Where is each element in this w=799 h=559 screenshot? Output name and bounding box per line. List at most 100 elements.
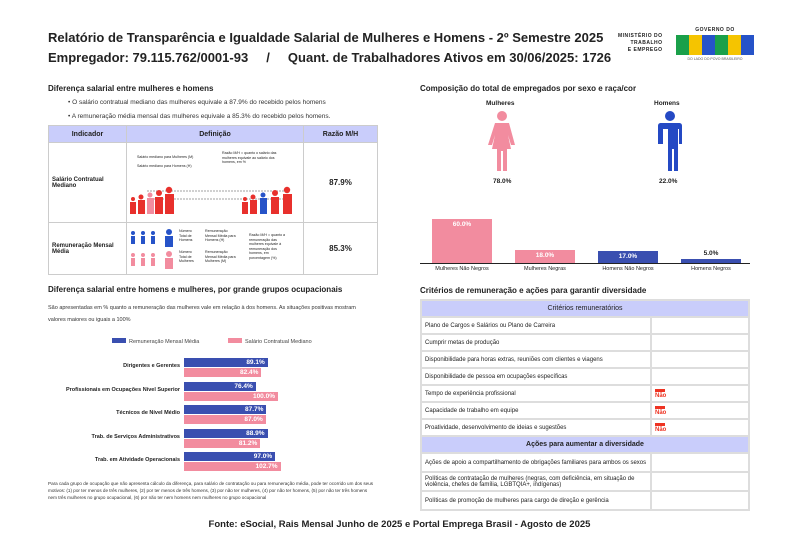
- section-title-diff: Diferença salarial entre mulheres e home…: [48, 84, 214, 93]
- legend-swatch: [228, 338, 242, 343]
- action-row: Ações de apoio a compartilhamento de obr…: [420, 452, 750, 473]
- actions-header: Ações para aumentar a diversidade: [420, 435, 750, 454]
- legend-label: Remuneração Mensal Média: [129, 339, 200, 345]
- criteria-label: Disponibilidade para horas extras, reuni…: [420, 350, 652, 369]
- bar-value-label: 60.0%: [452, 221, 472, 228]
- def-text: Salário mediano para Homens (H): [137, 164, 192, 168]
- occupation-label: Técnicos de Nível Médio: [116, 410, 180, 416]
- logo-gov-text: GOVERNO DO: [695, 27, 735, 33]
- criteria-header: Critérios remuneratórios: [420, 299, 750, 318]
- criteria-value: [650, 350, 750, 369]
- report-title: Relatório de Transparência e Igualdade S…: [48, 30, 604, 45]
- salary-bar: 82.4%: [184, 368, 262, 377]
- criteria-row: Cumprir metas de produção: [420, 333, 750, 352]
- criteria-value: Não: [650, 384, 750, 403]
- category-label: Homens Negros: [691, 266, 731, 272]
- table-row: Remuneração Mensal Média Número Total de…: [48, 222, 378, 275]
- criteria-value: [650, 367, 750, 386]
- def-text: Razão M/H = quanto o salário das mulhere…: [222, 151, 277, 164]
- criteria-value: [650, 316, 750, 335]
- criteria-label: Plano de Cargos e Salários ou Plano de C…: [420, 316, 652, 335]
- logo-line: TRABALHO: [630, 40, 663, 46]
- definition-illustration: Salário mediano para Mulheres (M) Salári…: [126, 142, 304, 223]
- action-label: Políticas de promoção de mulheres para c…: [420, 490, 652, 511]
- people-icons: [131, 229, 173, 269]
- section-title-occupations: Diferença salarial entre homens e mulher…: [48, 285, 343, 294]
- criteria-row: Plano de Cargos e Salários ou Plano de C…: [420, 316, 750, 335]
- men-pct: 22.0%: [659, 178, 678, 185]
- criteria-value: Não: [650, 401, 750, 420]
- people-icons: [130, 186, 292, 214]
- category-label: Mulheres Não Negros: [435, 266, 489, 272]
- remuneration-bar: 88.9%: [184, 428, 268, 438]
- bar-value-label: 5.0%: [703, 250, 719, 258]
- action-row: Políticas de promoção de mulheres para c…: [420, 490, 750, 511]
- remuneration-bar: 76.4%: [184, 381, 256, 391]
- criteria-value: [650, 333, 750, 352]
- salary-bar: 100.0%: [184, 391, 278, 401]
- salary-bar: 81.2%: [184, 438, 261, 448]
- criteria-row: Capacidade de trabalho em equipe Não: [420, 401, 750, 420]
- action-label: Ações de apoio a compartilhamento de obr…: [420, 452, 652, 473]
- no-icon: Não: [655, 405, 666, 416]
- man-icon: [658, 111, 682, 171]
- def-text: Salário mediano para Mulheres (M): [137, 155, 194, 159]
- action-row: Políticas de contratação de mulheres (ne…: [420, 471, 750, 492]
- action-value: [650, 452, 750, 473]
- def-text: Remuneração Mensal Média para Homens (H): [205, 229, 236, 242]
- ratio-value: 85.3%: [303, 222, 378, 275]
- women-pct: 78.0%: [493, 178, 512, 185]
- col-header: Indicador: [48, 125, 127, 143]
- indicator-name: Salário Contratual Mediano: [48, 142, 127, 223]
- women-label: Mulheres: [486, 100, 515, 107]
- action-value: [650, 471, 750, 492]
- brasil-logo-blocks: [676, 35, 754, 55]
- remuneration-bar: 87.7%: [184, 405, 267, 414]
- legend-label: Salário Contratual Mediano: [245, 339, 312, 345]
- logo-slogan: DO LADO DO POVO BRASILEIRO: [687, 57, 743, 61]
- no-icon: Não: [655, 422, 666, 433]
- criteria-label: Cumprir metas de produção: [420, 333, 652, 352]
- composition-bar: [432, 219, 492, 263]
- x-axis: [420, 263, 750, 264]
- criteria-row: Disponibilidade de pessoa em ocupações e…: [420, 367, 750, 386]
- table-row: Salário Contratual Mediano Salário media…: [48, 142, 378, 223]
- composition-bar: [681, 259, 741, 263]
- occupations-chart: Dirigentes e Gerentes 89.1% 82.4% Profissio…: [40, 358, 380, 478]
- criteria-value: Não: [650, 418, 750, 437]
- criteria-row: Disponibilidade para horas extras, reuni…: [420, 350, 750, 369]
- legend-swatch: [112, 338, 126, 343]
- occupation-label: Trab. de Serviços Administrativos: [91, 433, 180, 440]
- criteria-label: Tempo de experiência profissional: [420, 384, 652, 403]
- woman-icon: [488, 111, 515, 171]
- def-text: Número Total de Mulheres: [179, 250, 194, 263]
- action-label: Políticas de contratação de mulheres (ne…: [420, 471, 652, 492]
- occupation-label: Profissionais em Ocupações Nível Superio…: [65, 386, 180, 393]
- bullet: • A remuneração média mensal das mulhere…: [68, 113, 331, 120]
- def-text: Razão M/H = quanto a remuneração das mul…: [249, 233, 286, 260]
- composition-bar: [598, 250, 658, 263]
- no-icon: Não: [655, 388, 666, 399]
- criteria-label: Capacidade de trabalho em equipe: [420, 401, 652, 420]
- bar-value-label: 18.0%: [535, 251, 555, 259]
- def-text: Remuneração Mensal Média para Mulheres (…: [205, 250, 236, 263]
- category-label: Mulheres Negras: [524, 266, 566, 272]
- brasil-logo: GOVERNO DO DO LADO DO POVO BRASILEIRO: [676, 27, 754, 61]
- ministry-logo: MINISTÉRIO DO TRABALHO E EMPREGO: [618, 33, 663, 54]
- source-footer: Fonte: eSocial, Rais Mensal Junho de 202…: [208, 519, 591, 530]
- remuneration-bar: 89.1%: [184, 358, 268, 367]
- col-header: Definição: [126, 125, 304, 143]
- action-value: [650, 490, 750, 511]
- indicator-table: Indicador Definição Razão M/H Salário Cont…: [48, 125, 378, 275]
- def-text: Número Total de Homens: [179, 229, 193, 242]
- definition-illustration: Número Total de Homens Remuneração Mensa…: [126, 222, 304, 275]
- criteria-label: Disponibilidade de pessoa em ocupações e…: [420, 367, 652, 386]
- section-title-composition: Composição do total de empregados por se…: [420, 84, 637, 93]
- report-subtitle: Empregador: 79.115.762/0001-93 / Quant. …: [48, 50, 612, 65]
- salary-bar: 102.7%: [184, 462, 281, 471]
- occupation-label: Dirigentes e Gerentes: [123, 363, 180, 369]
- col-header: Razão M/H: [303, 125, 378, 143]
- indicator-name: Remuneração Mensal Média: [48, 222, 127, 275]
- salary-bar: 87.0%: [184, 415, 266, 424]
- criteria-row: Proatividade, desenvolvimento de ideias …: [420, 418, 750, 437]
